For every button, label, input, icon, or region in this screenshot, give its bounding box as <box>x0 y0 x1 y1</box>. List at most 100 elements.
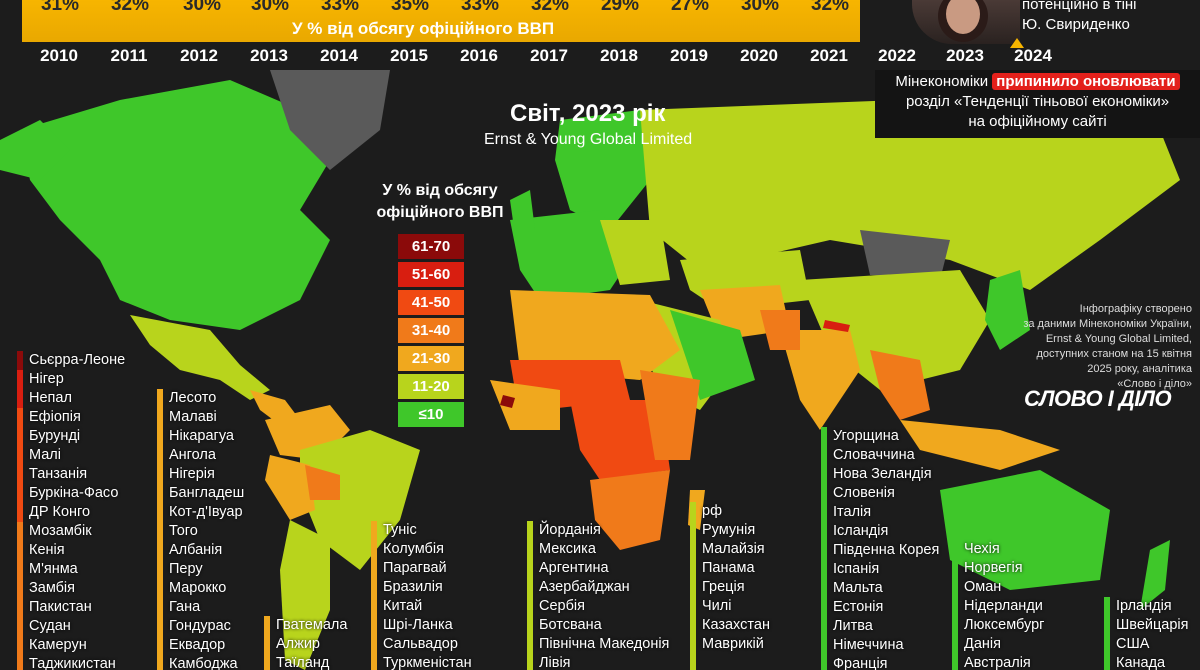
list-item: М'янма <box>29 561 78 577</box>
notice-line-2: розділ «Тенденції тіньової економіки» <box>905 93 1170 110</box>
region-argentina-chile <box>280 520 330 670</box>
list-item: Ефіопія <box>29 409 81 425</box>
region-india <box>780 330 860 430</box>
value-2018: 29% <box>600 0 640 15</box>
notice-banner: Мінекономіки припинило оновлювати розділ… <box>875 70 1200 138</box>
region-west-africa <box>490 380 560 430</box>
region-australia <box>940 470 1110 590</box>
country-column-10-b: Чехія Норвегія Оман Нідерланди Люксембур… <box>952 540 1044 670</box>
list-item: Нікарагуа <box>169 428 234 444</box>
region-canada-usa <box>20 80 330 330</box>
color-bar <box>1104 597 1110 670</box>
world-map <box>0 70 1180 670</box>
list-item: Канада <box>1116 655 1166 670</box>
list-item: Сальвадор <box>383 636 458 652</box>
country-column-21-30-b: Гватемала Алжир Таїланд <box>264 616 347 670</box>
notice-highlight: припинило оновлювати <box>992 73 1180 90</box>
region-japan-korea <box>985 270 1030 350</box>
list-item: Судан <box>29 618 71 634</box>
list-item: США <box>1116 636 1150 652</box>
list-item: Греція <box>702 579 745 595</box>
legend-swatch-10: ≤10 <box>398 402 464 427</box>
country-column-10-a: Угорщина Словаччина Нова Зеландія Словен… <box>821 427 939 670</box>
year-label: 2021 <box>810 46 848 65</box>
list-item: Йорданія <box>539 522 601 538</box>
list-item: Парагвай <box>383 560 447 576</box>
list-item: Азербайджан <box>539 579 630 595</box>
legend-swatch-41-50: 41-50 <box>398 290 464 315</box>
legend-swatch-51-60: 51-60 <box>398 262 464 287</box>
list-item: Гана <box>169 599 201 615</box>
color-bar <box>527 521 533 670</box>
color-bar <box>371 521 377 670</box>
list-item: Алжир <box>276 636 320 652</box>
country-column-10-c: Ірландія Швейцарія США Канада <box>1104 597 1189 670</box>
credits-line: за даними Мінекономіки України, <box>1023 318 1192 330</box>
list-item: Нова Зеландія <box>833 466 932 482</box>
year-label: 2012 <box>180 46 218 65</box>
person-note: потенційно в тінi <box>1022 0 1137 13</box>
list-item: Ботсвана <box>539 617 602 633</box>
color-bar <box>952 540 958 670</box>
region-russia <box>640 100 1180 290</box>
list-item: Гватемала <box>276 617 348 633</box>
region-scandinavia <box>555 110 650 230</box>
list-item: Буркіна-Фасо <box>29 485 119 501</box>
credits-line: доступних станом на 15 квітня <box>1036 348 1192 360</box>
list-item: Туркменістан <box>383 655 472 670</box>
list-item: Нігерія <box>169 466 215 482</box>
color-bar <box>821 427 827 670</box>
year-label: 2023 <box>946 46 984 65</box>
list-item: Камерун <box>29 637 87 653</box>
list-item: Бразилія <box>383 579 443 595</box>
country-column-31-40: Мозамбік Кенія М'янма Замбія Пакистан Су… <box>17 522 116 670</box>
list-item: Північна Македонія <box>539 636 670 652</box>
list-item: Маврикій <box>702 636 764 652</box>
value-2014: 33% <box>320 0 360 15</box>
region-peru <box>265 455 315 520</box>
list-item: Люксембург <box>964 617 1045 633</box>
region-arabia <box>670 310 755 400</box>
list-item: Чилі <box>702 598 732 614</box>
value-2021: 32% <box>810 0 850 15</box>
list-item: Оман <box>964 579 1002 595</box>
list-item: Панама <box>702 560 755 576</box>
list-item: Туніс <box>383 522 417 538</box>
list-item: ДР Конго <box>29 504 91 520</box>
list-item: Танзанія <box>29 466 88 482</box>
color-bar <box>17 370 23 408</box>
list-item: Мальта <box>833 580 883 596</box>
credits-line: Інфографіку створено <box>1079 303 1192 315</box>
color-bar <box>264 616 270 670</box>
list-item: Норвегія <box>964 560 1023 576</box>
list-item: Камбоджа <box>169 656 238 670</box>
year-label: 2019 <box>670 46 708 65</box>
country-column-61-70: Сьєрра-Леоне <box>17 351 125 370</box>
credits-line: «Слово і діло» <box>1117 378 1192 390</box>
list-item: Словенія <box>833 485 895 501</box>
year-label: 2016 <box>460 46 498 65</box>
region-southeast-asia <box>870 350 930 420</box>
region-north-africa <box>510 290 680 380</box>
region-sierra-leone <box>500 395 515 408</box>
list-item: Південна Корея <box>833 542 940 558</box>
list-item: Гондурас <box>169 618 231 634</box>
list-item: Кенія <box>29 542 65 558</box>
map-title: Світ, 2023 рік <box>510 100 666 127</box>
list-item: Сьєрра-Леоне <box>29 352 126 368</box>
list-item: Німеччина <box>833 637 904 653</box>
list-item: Того <box>169 523 198 539</box>
region-greenland <box>270 70 390 170</box>
list-item: Румунія <box>702 522 756 538</box>
list-item: Словаччина <box>833 447 915 463</box>
list-item: Італія <box>833 504 872 520</box>
value-2012: 30% <box>182 0 222 15</box>
credits-line: 2025 року, аналітика <box>1087 363 1192 375</box>
arrow-icon <box>1010 38 1024 48</box>
credits-line: Ernst & Young Global Limited, <box>1045 333 1192 345</box>
color-bar <box>17 408 23 522</box>
list-item: Мозамбік <box>29 523 92 539</box>
list-item: Аргентина <box>539 560 609 576</box>
year-label: 2014 <box>320 46 358 65</box>
list-item: Албанія <box>169 542 223 558</box>
